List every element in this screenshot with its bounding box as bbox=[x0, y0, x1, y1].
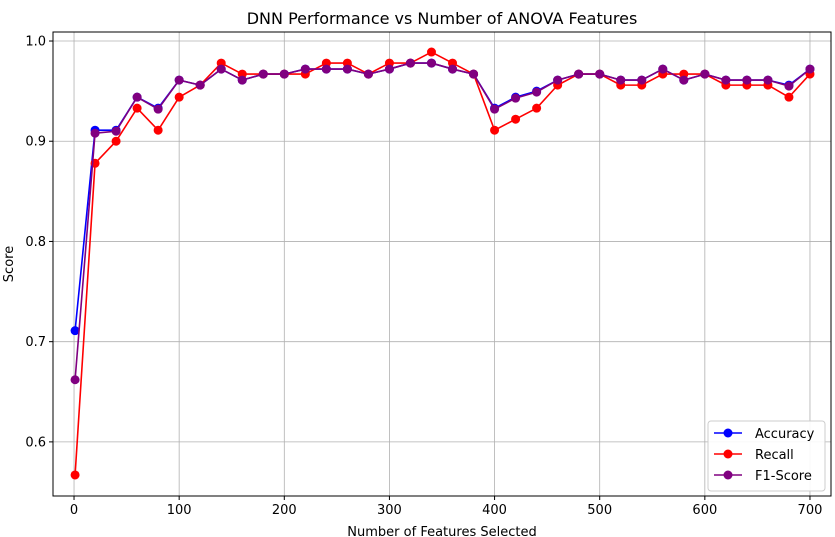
data-point bbox=[195, 80, 205, 90]
y-tick-label: 0.8 bbox=[25, 235, 46, 250]
data-point bbox=[132, 103, 142, 113]
data-point bbox=[574, 69, 584, 79]
data-point bbox=[426, 58, 436, 68]
legend-items: Accuracy Recall F1-Score bbox=[714, 427, 815, 484]
data-point bbox=[279, 69, 289, 79]
data-point bbox=[405, 58, 415, 68]
data-point bbox=[553, 75, 563, 85]
x-tick-label: 0 bbox=[70, 503, 78, 518]
data-point bbox=[511, 93, 521, 103]
legend-marker bbox=[723, 449, 733, 459]
data-series bbox=[70, 47, 815, 480]
x-tick-label: 200 bbox=[272, 503, 297, 518]
data-point bbox=[132, 92, 142, 102]
data-point bbox=[426, 47, 436, 57]
data-point bbox=[321, 64, 331, 74]
data-point bbox=[532, 103, 542, 113]
data-point bbox=[174, 92, 184, 102]
data-point bbox=[384, 64, 394, 74]
x-tick-label: 700 bbox=[798, 503, 823, 518]
data-point bbox=[637, 75, 647, 85]
data-point bbox=[511, 114, 521, 124]
data-point bbox=[616, 75, 626, 85]
data-point bbox=[342, 64, 352, 74]
data-point bbox=[532, 87, 542, 97]
data-point bbox=[216, 64, 226, 74]
data-point bbox=[300, 64, 310, 74]
grid-lines bbox=[53, 32, 831, 496]
data-point bbox=[469, 69, 479, 79]
legend-box bbox=[707, 420, 826, 492]
data-point bbox=[490, 125, 500, 135]
y-tick-label: 0.9 bbox=[25, 135, 46, 150]
data-point bbox=[70, 470, 80, 480]
data-point bbox=[153, 125, 163, 135]
legend-marker bbox=[723, 470, 733, 480]
data-point bbox=[595, 69, 605, 79]
legend-label: Recall bbox=[755, 448, 794, 463]
chart-title: DNN Performance vs Number of ANOVA Featu… bbox=[247, 9, 638, 28]
x-tick-label: 600 bbox=[692, 503, 717, 518]
data-point bbox=[658, 64, 668, 74]
series-f1-score bbox=[70, 58, 815, 385]
data-point bbox=[490, 104, 500, 114]
data-point bbox=[805, 64, 815, 74]
x-tick-label: 400 bbox=[482, 503, 507, 518]
data-point bbox=[363, 69, 373, 79]
data-point bbox=[153, 104, 163, 114]
x-axis-label: Number of Features Selected bbox=[347, 525, 536, 537]
data-point bbox=[700, 69, 710, 79]
x-tick-label: 100 bbox=[167, 503, 192, 518]
data-point bbox=[448, 64, 458, 74]
y-tick-label: 1.0 bbox=[25, 35, 46, 50]
data-point bbox=[237, 75, 247, 85]
data-point bbox=[679, 75, 689, 85]
y-tick-label: 0.6 bbox=[25, 435, 46, 450]
plot-frame bbox=[52, 31, 832, 497]
data-point bbox=[70, 375, 80, 385]
y-tick-label: 0.7 bbox=[25, 335, 46, 350]
data-point bbox=[784, 92, 794, 102]
data-point bbox=[111, 136, 121, 146]
data-point bbox=[258, 69, 268, 79]
data-point bbox=[90, 128, 100, 138]
x-tick-label: 500 bbox=[587, 503, 612, 518]
legend-label: F1-Score bbox=[755, 469, 812, 484]
legend-marker bbox=[723, 428, 733, 438]
legend: Accuracy Recall F1-Score bbox=[707, 420, 826, 492]
data-point bbox=[763, 75, 773, 85]
data-point bbox=[70, 326, 80, 336]
data-point bbox=[784, 81, 794, 91]
legend-label: Accuracy bbox=[755, 427, 815, 442]
y-axis-label: Score bbox=[2, 246, 17, 282]
data-point bbox=[721, 75, 731, 85]
data-point bbox=[742, 75, 752, 85]
data-point bbox=[111, 126, 121, 136]
axis-ticks: 0 100 200 300 400 500 600 700 0.6 0.7 0.8 0.9 1.0 bbox=[25, 35, 822, 518]
x-tick-label: 300 bbox=[377, 503, 402, 518]
data-point bbox=[174, 75, 184, 85]
